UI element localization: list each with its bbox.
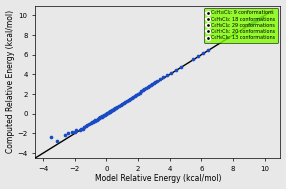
Point xyxy=(109,109,114,112)
Point xyxy=(117,104,121,107)
Point xyxy=(136,92,140,95)
Point xyxy=(100,114,105,117)
Y-axis label: Computed Relative Energy (kcal/mol): Computed Relative Energy (kcal/mol) xyxy=(5,10,15,153)
Point xyxy=(158,77,162,80)
Point xyxy=(93,119,98,122)
Point xyxy=(139,90,144,93)
Point xyxy=(99,116,103,119)
Point xyxy=(134,93,139,96)
Point xyxy=(205,49,210,52)
Point xyxy=(91,120,95,123)
Point xyxy=(92,119,97,122)
Point xyxy=(113,107,118,110)
Point xyxy=(131,95,136,98)
Point xyxy=(106,111,110,114)
Point xyxy=(247,23,251,26)
Point xyxy=(104,112,109,115)
Point xyxy=(251,20,256,23)
Point xyxy=(258,16,262,19)
Point xyxy=(150,82,155,85)
Point xyxy=(147,84,151,87)
Point xyxy=(155,79,159,82)
Point xyxy=(253,19,257,22)
Point xyxy=(105,112,110,115)
Point xyxy=(178,66,183,69)
Point xyxy=(77,128,82,131)
Point xyxy=(144,86,148,89)
Point xyxy=(90,121,94,124)
Point xyxy=(88,122,93,125)
Point xyxy=(137,91,142,94)
Legend: C₆H₁₀Cl₂: 9 conformations, C₆H₉Cl₃: 18 conformations, C₆H₈Cl₄: 29 conformations,: C₆H₁₀Cl₂: 9 conformations, C₆H₉Cl₃: 18 c… xyxy=(204,8,278,43)
Point xyxy=(118,103,123,106)
Point xyxy=(120,102,124,105)
Point xyxy=(92,120,96,123)
Point xyxy=(140,88,145,91)
Point xyxy=(142,87,147,90)
Point xyxy=(96,117,101,120)
Point xyxy=(110,109,114,112)
Point xyxy=(148,83,153,86)
Point xyxy=(103,112,108,115)
Point xyxy=(80,127,85,130)
Point xyxy=(102,113,106,116)
X-axis label: Model Relative Energy (kcal/mol): Model Relative Energy (kcal/mol) xyxy=(95,174,221,184)
Point xyxy=(133,94,137,97)
Point xyxy=(95,118,99,121)
Point xyxy=(130,96,134,99)
Point xyxy=(74,129,79,132)
Point xyxy=(201,52,205,55)
Point xyxy=(196,55,200,58)
Point xyxy=(126,98,131,101)
Point xyxy=(255,18,259,21)
Point xyxy=(98,116,102,119)
Point xyxy=(106,111,111,114)
Point xyxy=(248,22,253,25)
Point xyxy=(108,110,113,113)
Point xyxy=(99,115,104,118)
Point xyxy=(153,80,158,83)
Point xyxy=(152,81,156,84)
Point xyxy=(69,131,74,134)
Point xyxy=(84,125,88,128)
Point xyxy=(145,85,150,88)
Point xyxy=(122,101,126,104)
Point xyxy=(72,130,77,133)
Point xyxy=(111,108,116,111)
Point xyxy=(191,58,196,61)
Point xyxy=(125,99,129,102)
Point xyxy=(96,117,100,120)
Point xyxy=(110,108,115,111)
Point xyxy=(103,113,107,116)
Point xyxy=(164,73,169,76)
Point xyxy=(169,71,174,74)
Point xyxy=(66,132,71,135)
Point xyxy=(49,136,53,139)
Point xyxy=(123,100,128,103)
Point xyxy=(107,110,112,113)
Point xyxy=(112,107,117,110)
Point xyxy=(161,75,166,78)
Point xyxy=(115,105,120,108)
Point xyxy=(79,128,84,131)
Point xyxy=(63,134,67,137)
Point xyxy=(87,123,91,126)
Point xyxy=(128,97,132,100)
Point xyxy=(82,125,87,129)
Point xyxy=(101,114,106,117)
Point xyxy=(114,106,118,109)
Point xyxy=(174,68,178,71)
Point xyxy=(256,17,261,20)
Point xyxy=(85,124,90,127)
Point xyxy=(55,140,60,143)
Point xyxy=(97,116,102,119)
Point xyxy=(250,21,254,24)
